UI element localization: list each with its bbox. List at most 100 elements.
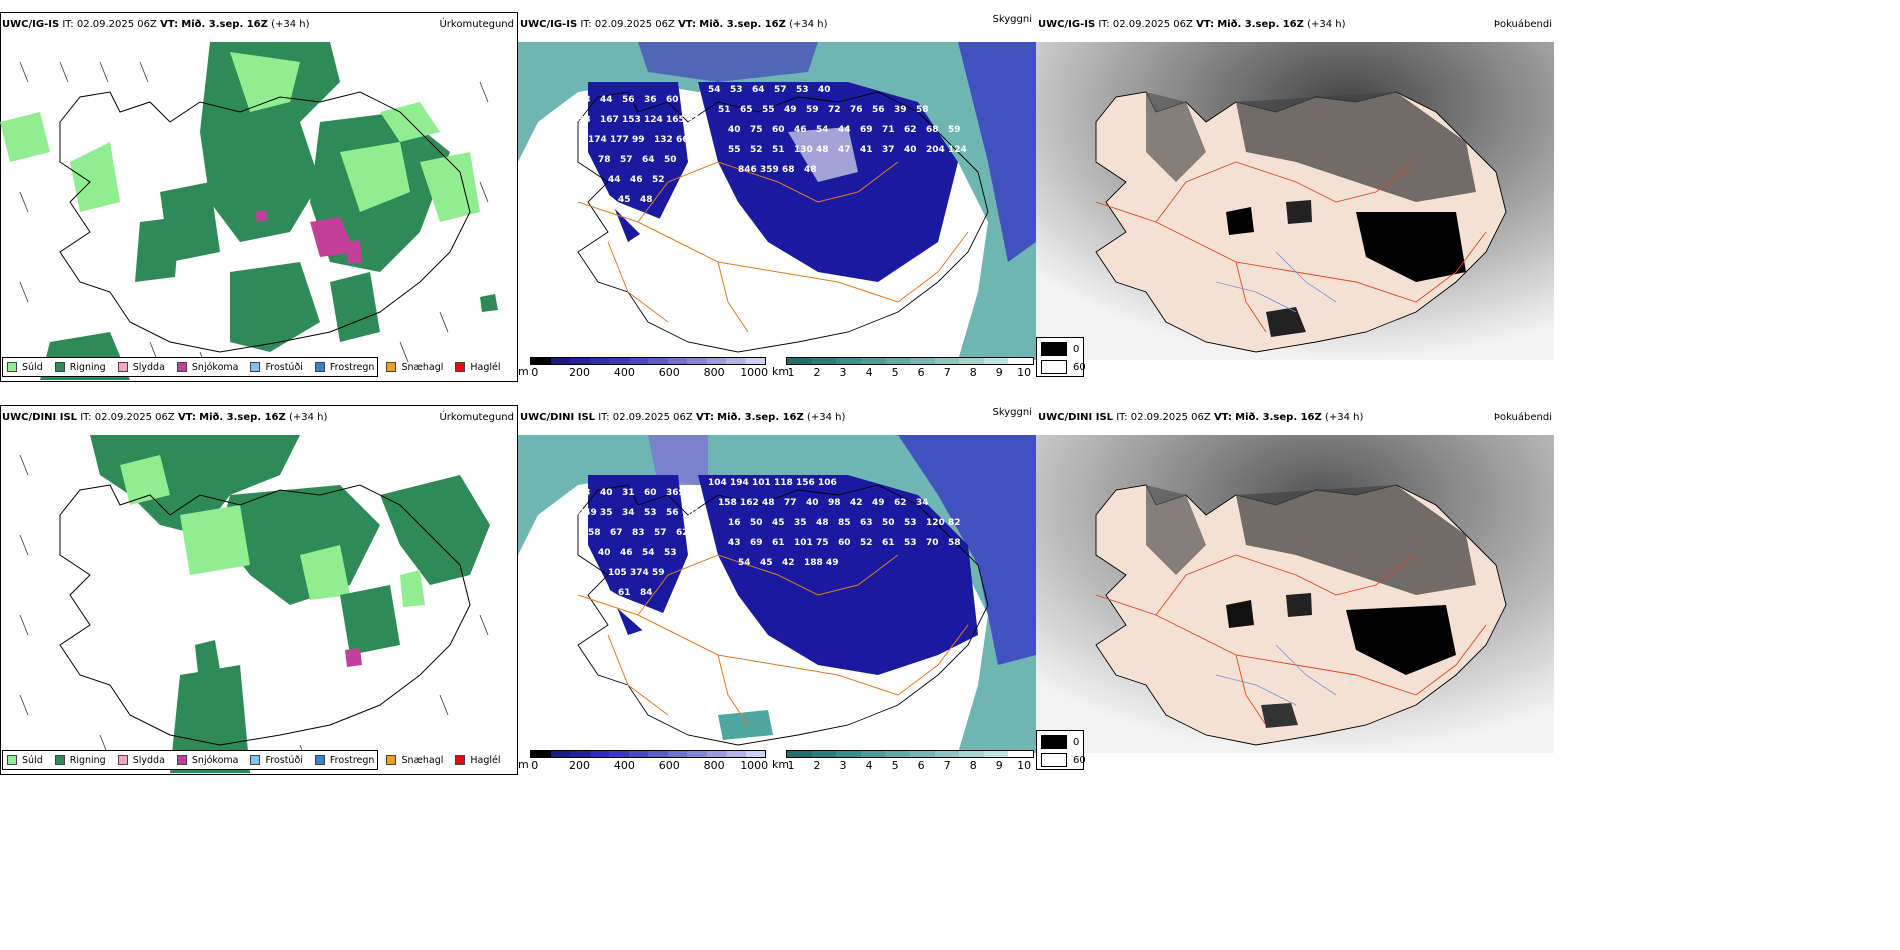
legend-swatch <box>314 755 325 765</box>
cloud-base-label: 46 <box>794 125 807 135</box>
cloud-base-label: 188 <box>804 558 823 568</box>
vt-label: VT: <box>695 412 714 423</box>
legend-label: Rigning <box>69 361 106 373</box>
cloud-base-label: 48 <box>816 518 829 528</box>
legend-swatch <box>1041 735 1067 749</box>
legend-swatch <box>1041 342 1067 356</box>
it-label: IT: <box>1116 412 1128 423</box>
cloud-base-label: 16 <box>728 518 741 528</box>
cloud-base-label: 59 <box>806 105 819 115</box>
cloud-base-label: 53 <box>904 518 917 528</box>
cloud-base-label: 154 <box>688 115 707 125</box>
cloud-base-label: 72 <box>828 105 841 115</box>
model-name: UWC/DINI ISL <box>2 412 78 423</box>
tick: 9 <box>995 759 1003 772</box>
tick: 1000 <box>740 366 769 379</box>
tick: 400 <box>613 759 635 772</box>
fog-index-panel-row1: UWC/IG-IS IT: 02.09.2025 06Z VT: Mið. 3.… <box>1036 12 1556 382</box>
cloud-base-label: 47 <box>838 145 851 155</box>
it-value: 02.09.2025 06Z <box>594 19 675 30</box>
cloud-base-label: 41 <box>860 145 873 155</box>
cloud-base-label: 101 <box>794 538 813 548</box>
cloud-base-label: 43 <box>578 488 591 498</box>
tick: 7 <box>943 366 951 379</box>
legend-item: Haglél <box>455 755 501 766</box>
cloud-base-label: 153 <box>622 115 641 125</box>
iceland-outline <box>59 91 471 353</box>
legend-swatch <box>176 362 187 372</box>
tick: 0 <box>531 366 539 379</box>
panel-title: UWC/IG-IS IT: 02.09.2025 06Z VT: Mið. 3.… <box>2 19 310 30</box>
cloud-base-label: 34 <box>622 508 635 518</box>
cloud-base-label: 158 <box>718 498 737 508</box>
tick: 200 <box>569 759 591 772</box>
cloud-base-label: 57 <box>620 155 633 165</box>
cloud-base-label: 54 <box>816 125 829 135</box>
cloud-base-label: 58 <box>588 528 601 538</box>
visibility-panel-row2: UWC/DINI ISL IT: 02.09.2025 06Z VT: Mið.… <box>518 405 1036 775</box>
tick: 2 <box>813 759 821 772</box>
cloud-base-label: 46 <box>630 175 643 185</box>
legend-swatch <box>386 755 397 765</box>
tick: 6 <box>917 366 925 379</box>
legend-item: Frostregn <box>314 755 374 766</box>
cloud-base-label: 48 <box>640 195 653 205</box>
legend-swatch <box>314 362 325 372</box>
legend-item: Frostúði <box>250 755 303 766</box>
legend-label: Rigning <box>69 754 106 766</box>
visibility-panel-row1: UWC/IG-IS IT: 02.09.2025 06Z VT: Mið. 3.… <box>518 12 1036 382</box>
cloud-base-label: 60 <box>838 538 851 548</box>
visibility-bar <box>786 357 1034 365</box>
legend-item: 0 <box>1041 342 1079 356</box>
legend-item: Snæhagl <box>386 362 443 373</box>
legend-label: Frostúði <box>265 361 303 373</box>
legend-swatch <box>386 362 397 372</box>
tick: 2 <box>813 366 821 379</box>
cloud-base-label: 75 <box>750 125 763 135</box>
roads <box>577 554 969 726</box>
cloud-base-label: 167 <box>600 115 619 125</box>
cloud-base-label: 249 <box>578 508 597 518</box>
tick: 8 <box>969 759 977 772</box>
legend-swatch <box>7 755 17 765</box>
lead-time: (+34 h) <box>806 412 846 423</box>
cloud-base-label: 64 <box>752 85 765 95</box>
cloud-base-label: 84 <box>640 588 653 598</box>
cloud-base-label: 37 <box>882 145 895 155</box>
vt-label: VT: <box>678 19 697 30</box>
cloud-base-label: 60 <box>666 95 679 105</box>
tick: 800 <box>703 366 725 379</box>
roads <box>577 161 969 333</box>
ceiling-unit: m <box>518 758 529 771</box>
panel-parameter: Þokuábendi <box>1493 19 1552 30</box>
legend-swatch <box>1041 360 1067 374</box>
lead-time: (+34 h) <box>271 19 310 30</box>
cloud-base-label: 56 <box>622 95 635 105</box>
cloud-base-label: 174 <box>588 135 607 145</box>
fog-legend: 0 60 <box>1036 730 1086 770</box>
panel-title: UWC/IG-IS IT: 02.09.2025 06Z VT: Mið. 3.… <box>520 19 828 30</box>
visibility-colorbar: km 1 2 3 4 5 6 7 8 9 10 <box>772 750 1034 774</box>
cloud-base-label: 31 <box>622 488 635 498</box>
precip-type-panel-row1: UWC/IG-IS IT: 02.09.2025 06Z VT: Mið. 3.… <box>0 12 518 382</box>
cloud-base-label: 846 <box>738 165 757 175</box>
legend-item: Rigning <box>54 361 106 373</box>
cloud-base-label: 44 <box>600 95 613 105</box>
it-value: 02.09.2025 06Z <box>1112 19 1193 30</box>
visibility-unit: km <box>772 365 790 378</box>
legend-swatch <box>1041 753 1067 767</box>
precip-type-legend: Súld Rigning Slydda Snjókoma Frostúði Fr… <box>2 357 501 377</box>
panel-title: UWC/DINI ISL IT: 02.09.2025 06Z VT: Mið.… <box>520 412 845 423</box>
cloud-base-label: 194 <box>730 478 749 488</box>
it-label: IT: <box>62 19 74 30</box>
tick: 6 <box>917 759 925 772</box>
cloud-base-label: 51 <box>718 105 731 115</box>
iceland-outline <box>577 484 989 746</box>
panel-parameter: Þokuábendi <box>1493 412 1552 423</box>
cloud-base-label: 68 <box>926 125 939 135</box>
legend-swatch <box>176 755 187 765</box>
visibility-colorbar: km 1 2 3 4 5 6 7 8 9 10 <box>772 357 1034 381</box>
cloud-base-label: 54 <box>642 548 655 558</box>
tick: 800 <box>703 759 725 772</box>
vt-value: Mið. 3.sep. 16Z <box>181 19 268 30</box>
